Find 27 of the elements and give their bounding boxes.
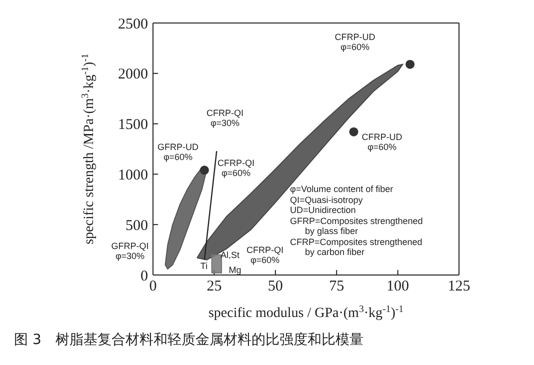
annotation: Mg [228, 265, 242, 275]
annotation: GFRP-UD φ=60% [158, 142, 198, 162]
point [349, 127, 358, 136]
annotation: CFRP-QI φ=60% [246, 245, 284, 265]
annotation: Al,St [220, 250, 240, 260]
x-tick-label: 100 [386, 278, 410, 295]
x-tick-label: 25 [206, 278, 222, 295]
y-tick-label: 1500 [118, 117, 148, 134]
x-axis-title: specific modulus / GPa·(m$^{3}$·kg$^{-1}$)$^{-1}$ [208, 304, 404, 321]
point [200, 166, 209, 175]
point [406, 60, 415, 69]
x-tick-label: 75 [329, 278, 344, 295]
y-tick-label: 500 [126, 218, 148, 234]
x-tick-label: 125 [448, 278, 470, 295]
x-tick-label: 50 [268, 278, 283, 295]
annotation: CFRP-UD φ=60% [362, 132, 402, 152]
y-tick-label: 1000 [118, 168, 148, 184]
annotation: Ti [200, 261, 208, 271]
y-tick-label: 2000 [118, 66, 148, 83]
annotation: CFRP-UD φ=60% [334, 32, 376, 52]
y-tick-label: 2500 [118, 16, 148, 32]
annotation: CFRP-QI φ=60% [218, 158, 254, 178]
annotation: CFRP-QI φ=30% [206, 108, 244, 128]
text: GFRP-QI φ=30% [111, 241, 149, 261]
annotation: φ=Volume content of fiber QI=Quasi-isotropy UD=Unidirection GFRP=Composites strengthened by glass fiber CFRP=Composites strengthened by carbon fiber [290, 184, 423, 258]
y-tick-label: 0 [140, 268, 148, 284]
caption: 图 3 树脂基复合材料和轻质金属材料的比强度和比模量 [14, 331, 364, 349]
